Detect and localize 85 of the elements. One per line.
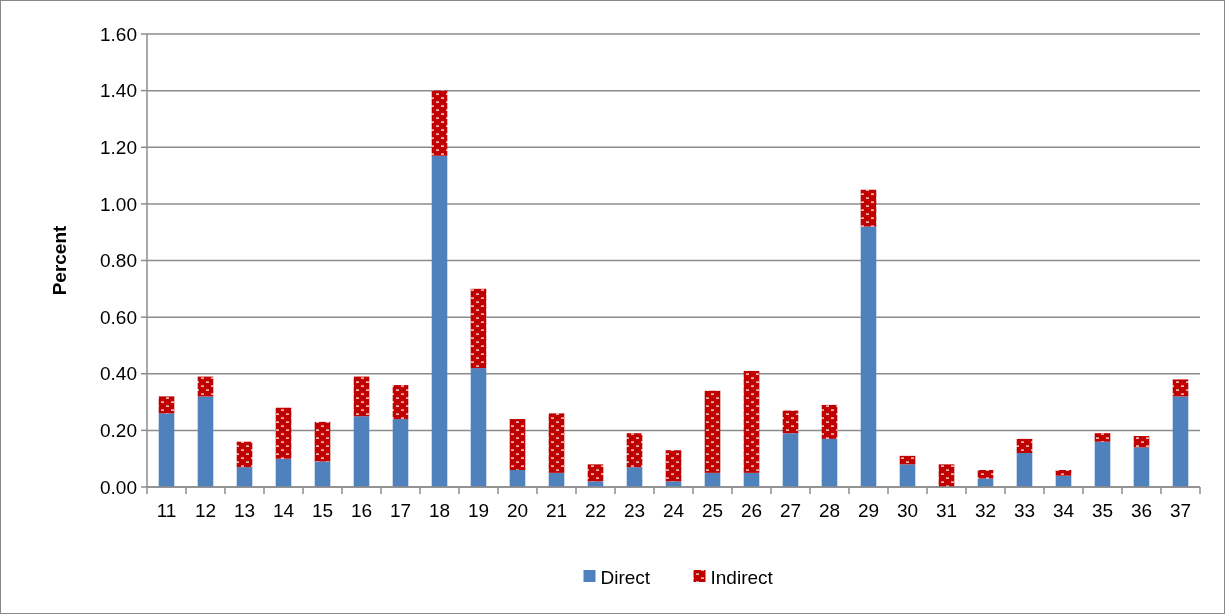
bar [470,368,487,487]
x-tick-label: 37 [1169,500,1192,521]
bar [860,226,877,487]
bar [236,467,253,487]
x-tick-label: 27 [779,500,802,521]
bar [938,464,955,487]
bar [275,458,292,487]
bar [1016,438,1033,454]
bar [704,390,721,473]
x-tick-label: 28 [818,500,841,521]
x-tick-label: 19 [467,500,490,521]
y-tick-label: 0.40 [100,363,137,385]
bar [1094,441,1111,487]
bar [977,470,994,479]
x-tick-label: 31 [935,500,958,521]
bar [431,155,448,487]
bar [197,396,214,487]
x-tick-label: 25 [701,500,724,521]
bar [626,467,643,487]
bar [1055,470,1072,476]
bar [1172,379,1189,397]
bar [392,385,409,420]
bar [470,288,487,369]
bar [1016,453,1033,487]
bar [314,421,331,462]
y-tick-label: 0.60 [100,306,137,328]
bar [392,419,409,487]
bar [353,376,370,417]
bar [158,413,175,487]
bar [197,376,214,397]
bar [509,419,526,471]
x-tick-label: 23 [623,500,646,521]
y-tick-label: 0.80 [100,250,137,272]
bar [821,438,838,487]
x-tick-label: 14 [272,500,295,521]
bar [158,396,175,414]
x-tick-label: 11 [156,500,177,521]
bar [1094,433,1111,442]
legend-label: Indirect [710,566,774,588]
y-axis-title: Percent [49,224,70,296]
y-tick-label: 1.40 [100,80,137,102]
y-tick-label: 0.00 [100,476,137,498]
x-tick-label: 18 [428,500,451,521]
x-tick-label: 29 [857,500,880,521]
bar [1133,436,1150,448]
bar [275,407,292,459]
bar [782,410,799,434]
bar [587,464,604,482]
y-tick-label: 1.00 [100,193,137,215]
legend-label: Direct [600,566,651,588]
bar [821,404,838,439]
bar [899,464,916,487]
y-tick-label: 0.20 [100,420,137,442]
x-tick-label: 12 [194,500,217,521]
bar [431,90,448,156]
x-tick-label: 26 [740,500,763,521]
x-tick-label: 34 [1052,500,1075,521]
bar [548,413,565,473]
bar [509,470,526,487]
bar [626,433,643,468]
x-tick-label: 33 [1013,500,1036,521]
bar [236,441,253,468]
bar [1133,447,1150,487]
x-tick-label: 16 [350,500,373,521]
x-tick-label: 24 [662,500,685,521]
x-tick-label: 36 [1130,500,1153,521]
x-tick-label: 22 [584,500,607,521]
x-tick-label: 35 [1091,500,1114,521]
bar [899,455,916,465]
bar [743,370,760,473]
x-tick-label: 20 [506,500,529,521]
y-tick-label: 1.20 [100,136,137,158]
x-tick-label: 30 [896,500,919,521]
bar [1172,396,1189,487]
bar [782,433,799,487]
x-tick-label: 13 [233,500,256,521]
y-tick-label: 1.60 [100,23,137,45]
bar [314,461,331,487]
x-tick-label: 17 [389,500,412,521]
bar [665,450,682,482]
x-tick-label: 32 [974,500,997,521]
x-tick-label: 15 [311,500,334,521]
bar [860,189,877,227]
x-tick-label: 21 [545,500,568,521]
bar [353,416,370,487]
